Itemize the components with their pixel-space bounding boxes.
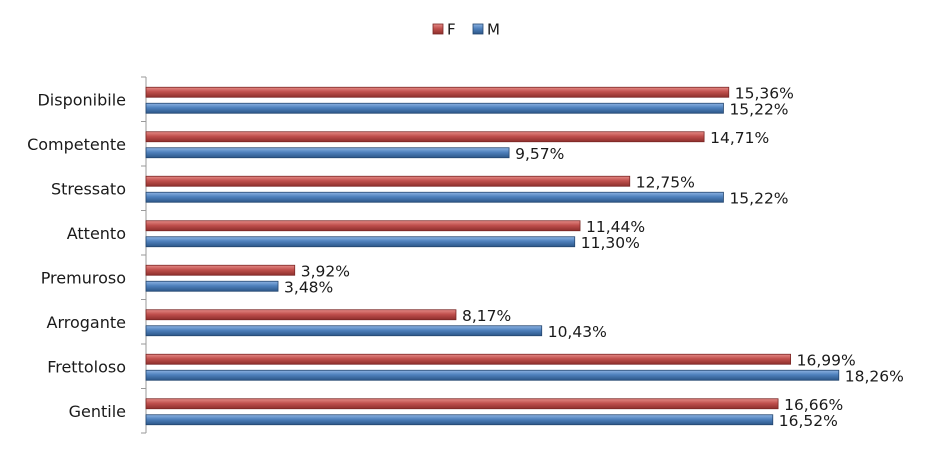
data-label: 18,26% <box>845 367 904 385</box>
data-label: 15,22% <box>729 100 788 118</box>
data-label: 11,30% <box>581 234 640 252</box>
data-label: 14,71% <box>710 129 769 147</box>
bar-f <box>145 398 779 410</box>
bars <box>145 86 840 426</box>
category-label: Stressato <box>51 179 126 198</box>
bar-f <box>145 309 457 321</box>
category-label: Premuroso <box>41 268 126 287</box>
category-label: Attento <box>67 224 126 243</box>
category-labels: Disponibile Competente Stressato Attento Pre… <box>27 90 126 421</box>
y-axis-ticks <box>141 76 146 434</box>
data-label: 16,66% <box>784 396 843 414</box>
category-label: Gentile <box>69 402 126 421</box>
data-label: 12,75% <box>636 173 695 191</box>
bar-m <box>145 102 724 114</box>
bar-f <box>145 353 792 365</box>
data-label: 8,17% <box>462 307 511 325</box>
bar-m <box>145 369 840 381</box>
bar-f <box>145 220 581 232</box>
legend-swatch-m <box>472 23 484 35</box>
bar-f <box>145 86 730 98</box>
data-label: 3,48% <box>284 278 333 296</box>
bar-m <box>145 280 279 292</box>
bar-f <box>145 264 296 276</box>
category-label: Competente <box>27 135 126 154</box>
data-label: 10,43% <box>548 323 607 341</box>
legend-label-m: M <box>487 21 500 39</box>
bar-m <box>145 325 543 337</box>
data-labels: 15,36%15,22%14,71%9,57%12,75%15,22%11,44… <box>284 84 904 430</box>
bar-f <box>145 175 631 187</box>
data-label: 15,22% <box>729 189 788 207</box>
bar-m <box>145 236 576 248</box>
category-label: Frettoloso <box>47 357 126 376</box>
data-label: 9,57% <box>515 145 564 163</box>
data-label: 16,99% <box>797 351 856 369</box>
bar-m <box>145 191 724 203</box>
data-label: 11,44% <box>586 218 645 236</box>
category-label: Arrogante <box>47 313 126 332</box>
data-label: 15,36% <box>735 84 794 102</box>
legend-swatch-f <box>432 23 444 35</box>
data-label: 3,92% <box>301 262 350 280</box>
data-label: 16,52% <box>779 412 838 430</box>
legend-label-f: F <box>447 21 456 39</box>
bar-m <box>145 147 510 159</box>
bar-m <box>145 414 774 426</box>
bar-f <box>145 131 705 143</box>
category-label: Disponibile <box>37 90 126 109</box>
